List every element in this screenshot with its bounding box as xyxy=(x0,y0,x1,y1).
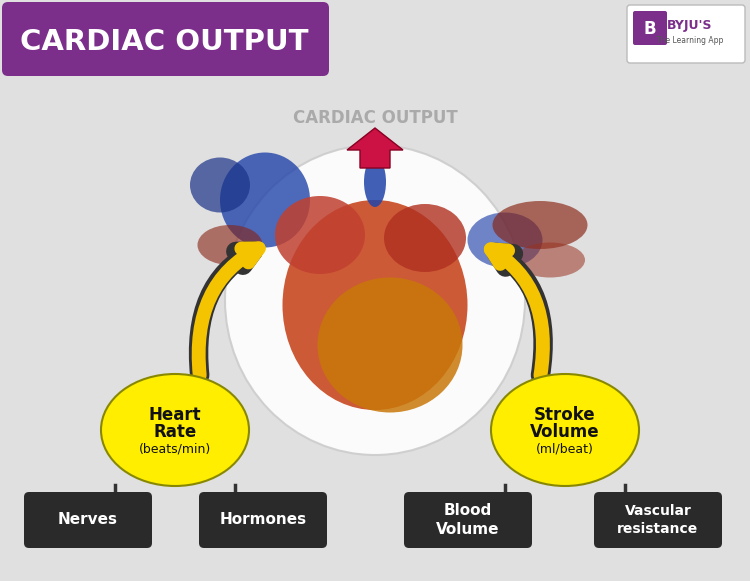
Text: Rate: Rate xyxy=(153,423,197,441)
Ellipse shape xyxy=(101,374,249,486)
Text: CARDIAC OUTPUT: CARDIAC OUTPUT xyxy=(20,28,308,56)
Ellipse shape xyxy=(364,157,386,207)
Text: Nerves: Nerves xyxy=(58,512,118,528)
FancyArrowPatch shape xyxy=(496,253,543,375)
Text: Blood
Volume: Blood Volume xyxy=(436,503,500,537)
Text: Stroke: Stroke xyxy=(534,406,596,424)
Text: (ml/beat): (ml/beat) xyxy=(536,443,594,456)
FancyBboxPatch shape xyxy=(24,492,152,548)
Text: Volume: Volume xyxy=(530,423,600,441)
Ellipse shape xyxy=(491,374,639,486)
FancyBboxPatch shape xyxy=(199,492,327,548)
Text: BYJU'S: BYJU'S xyxy=(668,19,712,31)
Polygon shape xyxy=(347,128,403,168)
Ellipse shape xyxy=(317,278,463,413)
FancyArrowPatch shape xyxy=(199,248,259,375)
Text: B: B xyxy=(644,20,656,38)
FancyBboxPatch shape xyxy=(594,492,722,548)
Text: CARDIAC OUTPUT: CARDIAC OUTPUT xyxy=(292,109,458,127)
FancyArrowPatch shape xyxy=(199,251,254,375)
FancyBboxPatch shape xyxy=(627,5,745,63)
Ellipse shape xyxy=(384,204,466,272)
Text: Vascular
resistance: Vascular resistance xyxy=(617,504,699,536)
FancyBboxPatch shape xyxy=(2,2,329,76)
Ellipse shape xyxy=(515,242,585,278)
Ellipse shape xyxy=(493,201,587,249)
Ellipse shape xyxy=(220,152,310,248)
FancyArrowPatch shape xyxy=(490,249,543,375)
Ellipse shape xyxy=(283,200,467,410)
Text: Hormones: Hormones xyxy=(220,512,307,528)
Ellipse shape xyxy=(467,213,542,267)
FancyBboxPatch shape xyxy=(633,11,667,45)
Text: Heart: Heart xyxy=(148,406,201,424)
Text: The Learning App: The Learning App xyxy=(656,35,724,45)
FancyBboxPatch shape xyxy=(404,492,532,548)
Ellipse shape xyxy=(197,225,262,265)
Ellipse shape xyxy=(275,196,365,274)
Ellipse shape xyxy=(225,145,525,455)
Ellipse shape xyxy=(190,157,250,213)
Text: (beats/min): (beats/min) xyxy=(139,443,212,456)
